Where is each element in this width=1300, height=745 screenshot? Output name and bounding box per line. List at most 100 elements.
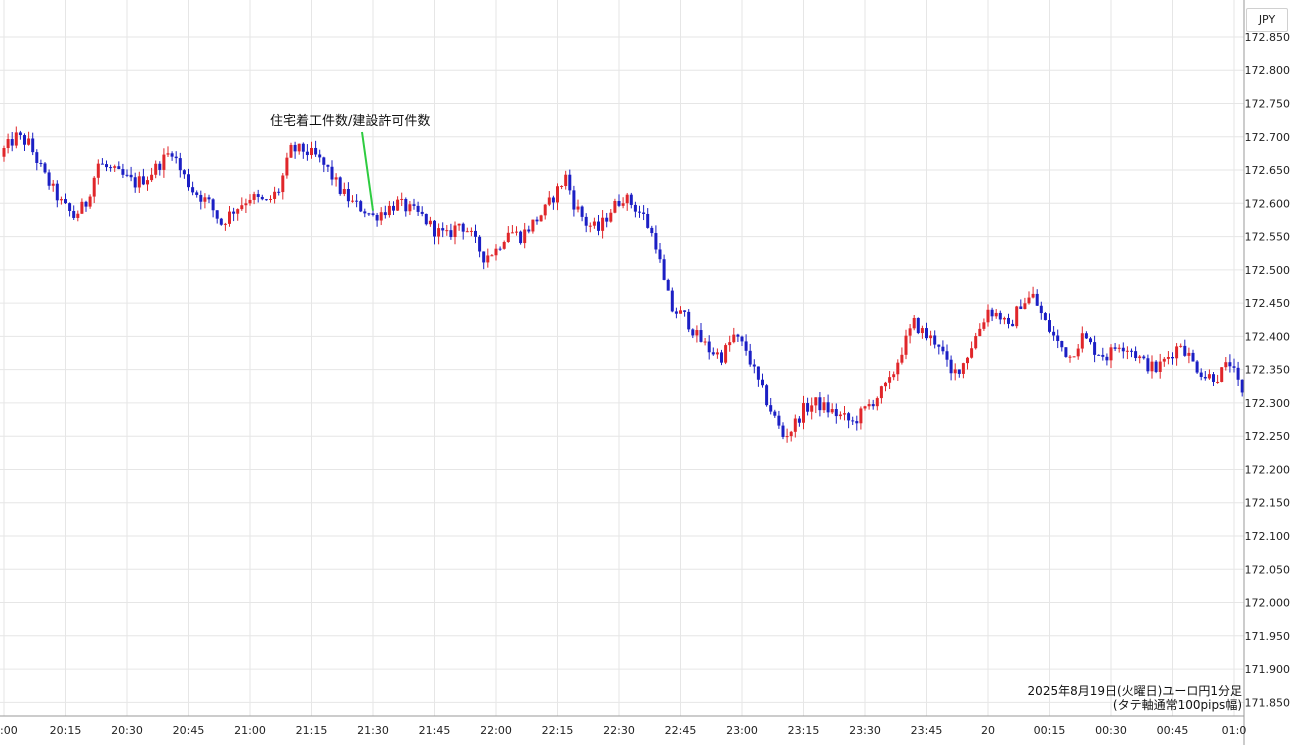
candle-body: [1117, 347, 1121, 349]
candle-body: [638, 211, 641, 213]
candle-body: [527, 229, 531, 232]
price-tick-label: 172.500: [1245, 264, 1291, 277]
candle-body: [76, 213, 80, 218]
time-tick-label: 22:30: [603, 724, 635, 737]
candle-body: [1093, 342, 1097, 355]
candle-body: [679, 310, 682, 314]
candle-body: [670, 290, 674, 312]
candle-body: [720, 352, 723, 363]
candle-body: [510, 232, 514, 234]
candle-body: [970, 348, 974, 358]
candle-body: [6, 139, 10, 149]
candle-body: [18, 132, 22, 136]
price-axis-labels: 172.850 172.800 172.750 172.700 172.650 172.6…: [1245, 31, 1291, 709]
price-tick-label: 172.750: [1245, 98, 1291, 111]
candle-body: [855, 421, 859, 424]
candle-body: [367, 213, 371, 215]
candle-body: [847, 413, 851, 421]
price-tick-label: 172.800: [1245, 64, 1291, 77]
candle-body: [68, 203, 72, 211]
time-tick-label: 21:30: [357, 724, 389, 737]
candle-body: [793, 418, 797, 432]
candle-body: [55, 183, 59, 201]
candle-body: [105, 164, 108, 168]
candle-body: [51, 183, 55, 186]
candle-body: [392, 205, 395, 211]
candle-body: [1195, 361, 1199, 373]
candle-body: [363, 211, 367, 214]
price-tick-label: 172.250: [1245, 430, 1291, 443]
candle-body: [158, 163, 162, 170]
candle-body: [1080, 333, 1084, 349]
price-tick-label: 172.300: [1245, 397, 1291, 410]
candle-body: [519, 231, 523, 244]
candle-body: [355, 200, 359, 202]
time-tick-label: 23:30: [849, 724, 881, 737]
candle-body: [929, 335, 933, 339]
price-tick-label: 172.000: [1245, 597, 1291, 610]
candle-body: [1043, 313, 1047, 321]
candle-body: [195, 192, 199, 195]
candle-body: [711, 352, 715, 355]
candle-body: [744, 341, 748, 351]
candle-body: [752, 364, 756, 367]
candle-body: [982, 322, 986, 329]
candle-body: [748, 350, 752, 365]
price-tick-label: 172.600: [1245, 197, 1291, 210]
candle-body: [1048, 320, 1051, 332]
candle-body: [215, 210, 219, 219]
candle-body: [269, 198, 272, 200]
candle-body: [1134, 351, 1138, 359]
candle-body: [904, 335, 908, 355]
price-tick-label: 172.100: [1245, 530, 1291, 543]
candle-body: [900, 354, 904, 363]
candle-body: [1207, 374, 1211, 379]
candle-body: [920, 328, 924, 334]
candle-body: [625, 194, 629, 204]
candle-body: [170, 153, 174, 157]
candle-body: [617, 200, 621, 206]
candle-body: [646, 213, 650, 228]
chart-caption-line2: (タテ軸通常100pips幅): [1112, 698, 1242, 712]
annotation-pointer-line: [361, 131, 374, 211]
candle-body: [137, 176, 141, 188]
time-tick-label: 22:45: [665, 724, 697, 737]
candle-body: [297, 143, 301, 152]
candle-body: [1171, 357, 1174, 359]
candle-body: [449, 230, 453, 238]
candle-body: [560, 186, 564, 188]
candle-body: [797, 418, 801, 423]
candle-body: [1105, 356, 1109, 361]
candle-body: [650, 227, 654, 234]
candle-body: [1130, 350, 1133, 352]
candle-body: [814, 397, 818, 406]
candle-body: [441, 228, 445, 231]
candle-body: [515, 231, 518, 233]
candle-body: [953, 369, 957, 374]
candle-body: [687, 311, 691, 330]
candle-body: [342, 188, 346, 194]
candle-body: [633, 204, 637, 212]
candle-body: [740, 336, 744, 342]
currency-selector[interactable]: JPY: [1246, 8, 1288, 32]
candle-body: [1084, 333, 1088, 339]
candle-body: [539, 215, 543, 222]
candle-body: [609, 212, 613, 222]
candle-body: [84, 201, 88, 207]
candle-body: [334, 177, 338, 180]
candle-body: [564, 174, 568, 187]
candle-body: [346, 188, 350, 202]
candle-body: [424, 213, 428, 225]
candle-body: [203, 197, 207, 202]
time-tick-label: 21:15: [296, 724, 328, 737]
candle-body: [834, 409, 838, 417]
candle-body: [543, 204, 547, 216]
candle-body: [486, 255, 490, 263]
candle-body: [437, 228, 441, 237]
candle-body: [584, 216, 588, 226]
candle-body: [236, 209, 240, 214]
candle-body: [1158, 361, 1162, 372]
candle-body: [1019, 306, 1023, 309]
candle-body: [605, 217, 609, 222]
candle-body: [305, 151, 309, 156]
